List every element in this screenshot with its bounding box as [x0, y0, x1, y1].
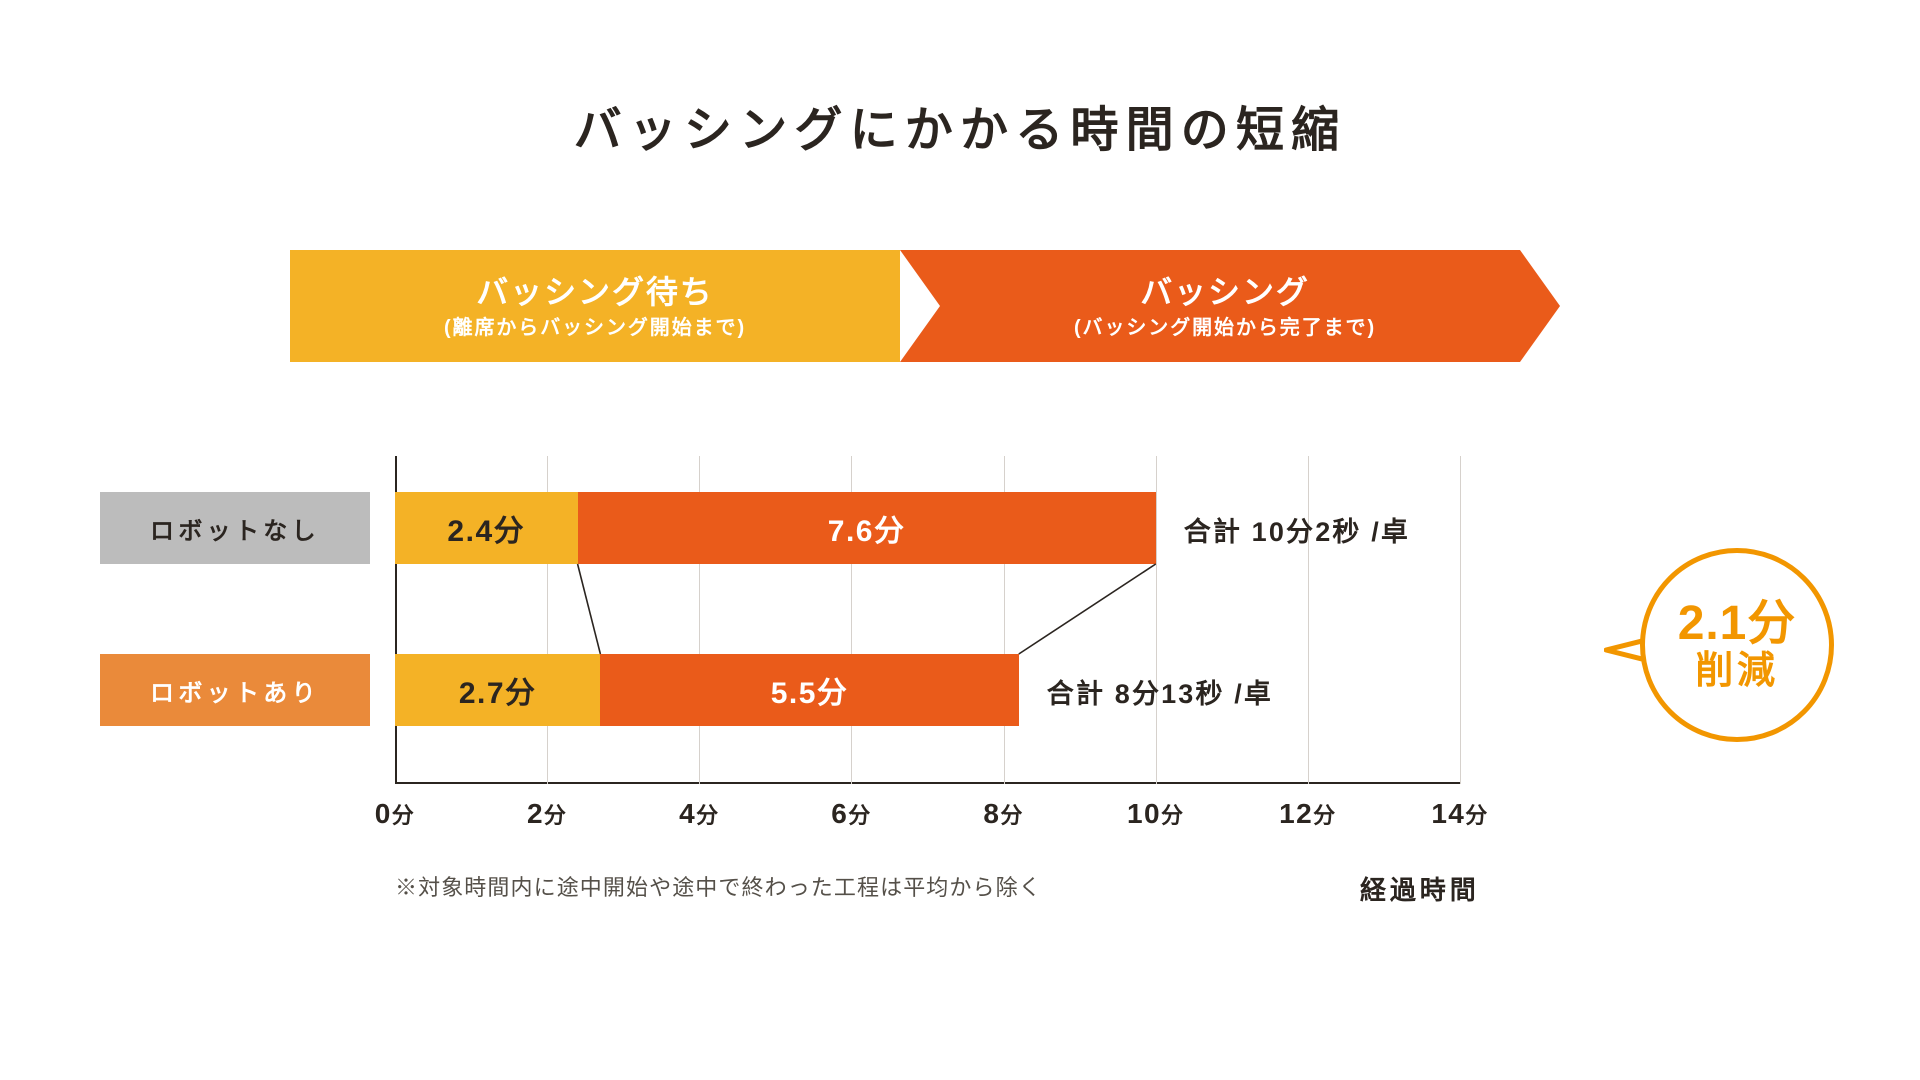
x-tick-label: 14分 — [1431, 798, 1488, 830]
legend-arrows: バッシング待ち (離席からバッシング開始まで) バッシング (バッシング開始から… — [290, 250, 1520, 362]
row-label: ロボットなし — [100, 492, 370, 564]
legend-waiting-subtitle: (離席からバッシング開始まで) — [444, 314, 746, 342]
bar-chart: 0分2分4分6分8分10分12分14分ロボットなし2.4分7.6分合計 10分2… — [395, 456, 1460, 784]
x-tick-label: 4分 — [679, 798, 719, 830]
x-tick-label: 10分 — [1127, 798, 1184, 830]
chart-title: バッシングにかかる時間の短縮 — [0, 90, 1920, 160]
reduction-callout: 2.1分 削減 — [1640, 548, 1834, 742]
x-tick-label: 8分 — [983, 798, 1023, 830]
legend-waiting-title: バッシング待ち — [476, 270, 713, 315]
x-tick-label: 0分 — [375, 798, 415, 830]
legend-busing: バッシング (バッシング開始から完了まで) — [900, 250, 1520, 362]
callout-value: 2.1分 — [1678, 598, 1797, 651]
connector-lines — [395, 456, 1460, 784]
chart-footnote: ※対象時間内に途中開始や途中で終わった工程は平均から除く — [395, 870, 1042, 902]
legend-busing-title: バッシング — [1140, 270, 1310, 315]
legend-waiting: バッシング待ち (離席からバッシング開始まで) — [290, 250, 900, 362]
x-axis-title: 経過時間 — [1360, 870, 1480, 907]
x-tick-label: 6分 — [831, 798, 871, 830]
x-tick-label: 12分 — [1279, 798, 1336, 830]
callout-label: 削減 — [1695, 651, 1779, 693]
legend-busing-subtitle: (バッシング開始から完了まで) — [1074, 314, 1376, 342]
grid-line — [1460, 456, 1461, 784]
x-tick-label: 2分 — [527, 798, 567, 830]
row-label: ロボットあり — [100, 654, 370, 726]
